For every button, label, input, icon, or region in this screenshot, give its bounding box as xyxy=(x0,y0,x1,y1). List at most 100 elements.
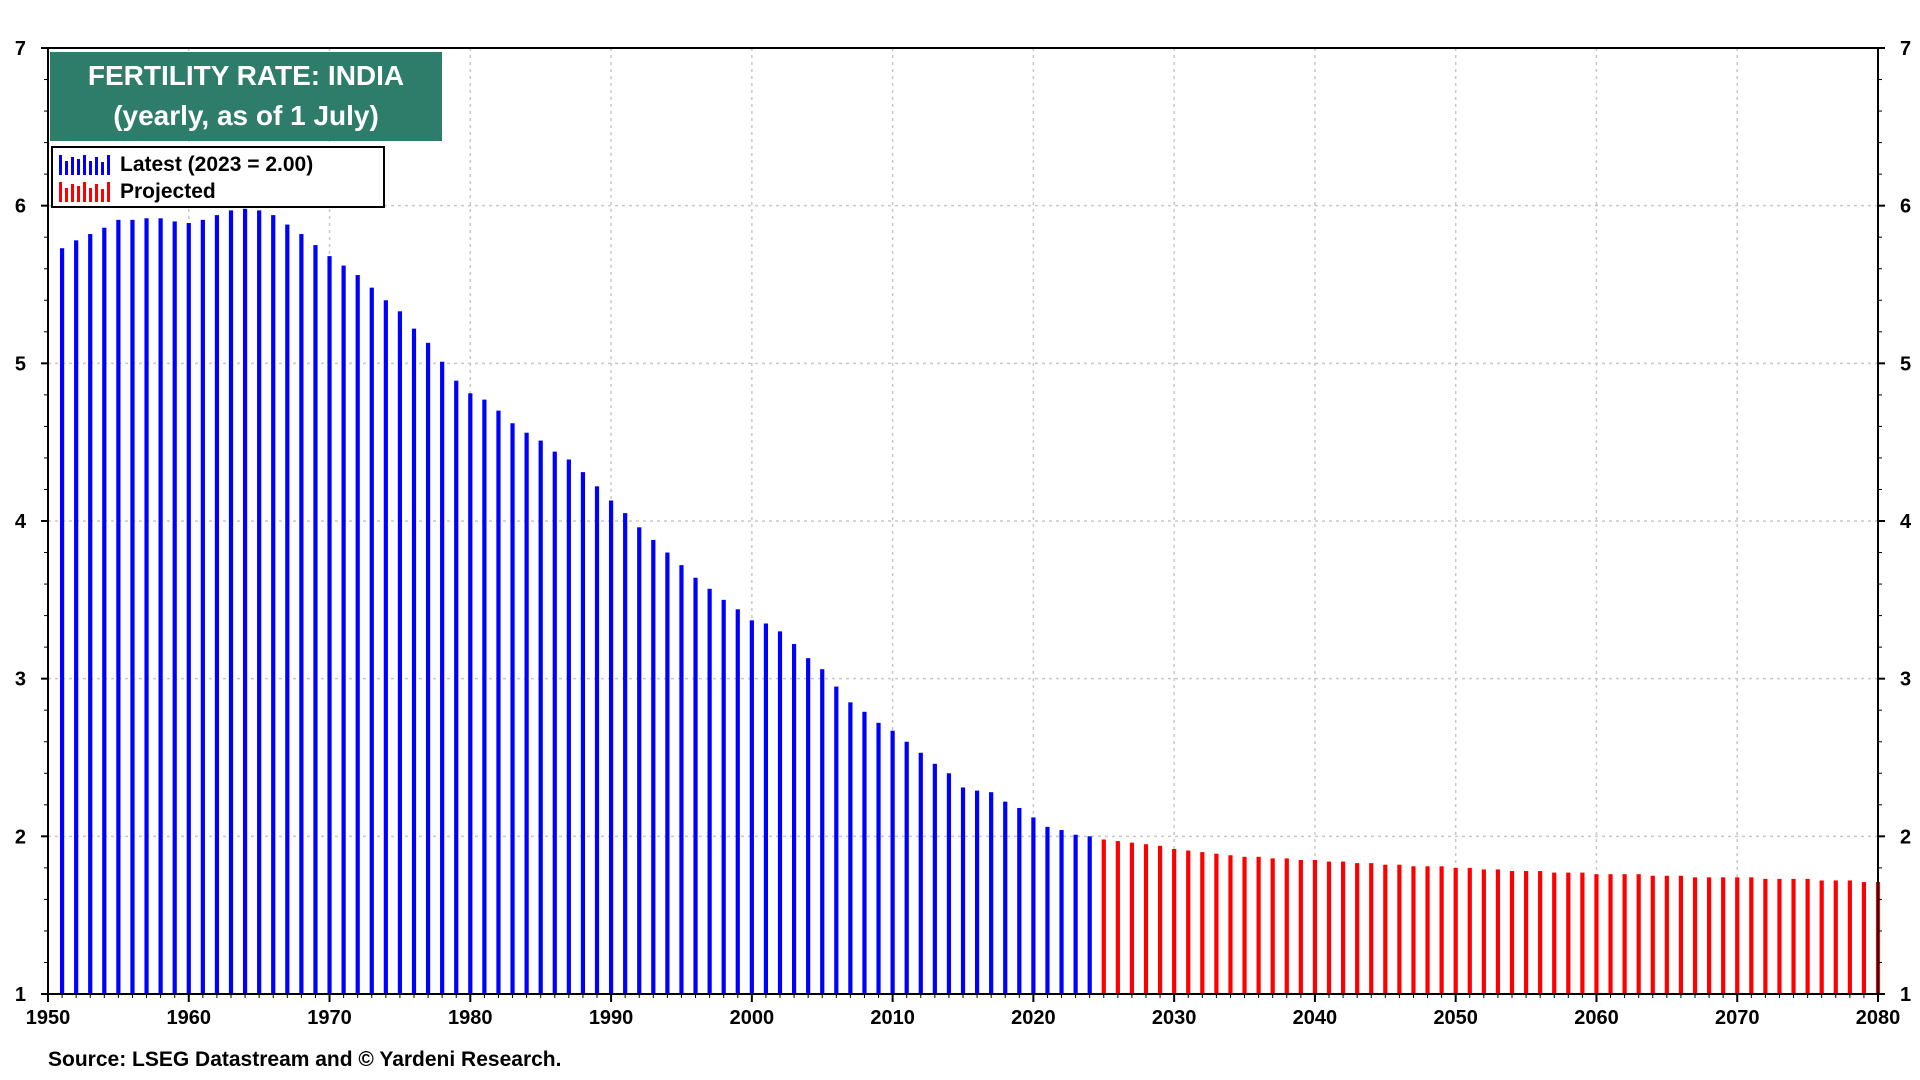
bar-latest xyxy=(214,215,220,995)
axis-ticks xyxy=(41,47,1885,1002)
bar-projected xyxy=(1312,859,1318,994)
bar-latest xyxy=(820,669,825,994)
bar-latest xyxy=(918,752,923,994)
bar-latest xyxy=(341,265,346,995)
bar-projected xyxy=(1763,878,1768,994)
bar-latest xyxy=(454,380,459,995)
bar-projected xyxy=(1749,877,1754,994)
bar-latest xyxy=(369,287,374,994)
bar-projected xyxy=(1369,863,1374,994)
legend-swatch-bar xyxy=(71,184,74,202)
bar-projected xyxy=(1692,877,1698,994)
bar-latest xyxy=(1003,801,1008,994)
legend-swatch-bar xyxy=(101,189,104,202)
bar-projected xyxy=(1355,863,1360,994)
bar-latest xyxy=(665,552,670,994)
bar-projected xyxy=(1833,880,1838,994)
bar-projected xyxy=(1326,861,1332,994)
bar-latest xyxy=(693,577,698,994)
x-tick-label: 1990 xyxy=(589,1007,634,1029)
bar-latest xyxy=(707,588,712,994)
bar-latest xyxy=(960,787,966,994)
bar-projected xyxy=(1650,875,1655,994)
bar-projected xyxy=(1242,856,1247,994)
y-tick-label-right: 1 xyxy=(1900,984,1911,1006)
bar-projected xyxy=(1270,858,1275,994)
bar-latest xyxy=(468,393,473,994)
bar-latest xyxy=(763,623,769,994)
bar-projected xyxy=(1115,841,1120,994)
legend-item-latest: Latest (2023 = 2.00) xyxy=(59,152,313,178)
bar-projected xyxy=(1425,866,1430,994)
source-note: Source: LSEG Datastream and © Yardeni Re… xyxy=(48,1048,562,1071)
bar-projected xyxy=(1101,839,1106,994)
bar-projected xyxy=(1791,878,1796,994)
bar-projected xyxy=(1172,848,1177,994)
bar-latest xyxy=(383,300,388,994)
bar-latest xyxy=(608,500,614,994)
bar-latest xyxy=(482,399,487,994)
x-tick-label: 2060 xyxy=(1574,1007,1619,1029)
bar-latest xyxy=(285,224,290,994)
bar-latest xyxy=(637,527,642,994)
bar-latest xyxy=(186,223,191,994)
bar-latest xyxy=(974,790,980,994)
bar-latest xyxy=(791,643,797,994)
legend-swatch-bar xyxy=(59,182,62,202)
bar-projected xyxy=(1735,877,1740,994)
x-tick-label: 2020 xyxy=(1011,1007,1056,1029)
bar-latest xyxy=(890,730,895,994)
legend-swatch-bar xyxy=(65,161,68,175)
bar-latest xyxy=(848,702,853,994)
y-tick-label-left: 3 xyxy=(15,669,26,691)
bar-latest xyxy=(144,218,149,994)
bar-projected xyxy=(1538,871,1543,994)
x-tick-label: 2000 xyxy=(730,1007,775,1029)
bar-latest xyxy=(946,773,952,994)
bar-latest xyxy=(158,218,163,994)
bar-latest xyxy=(566,459,571,994)
chart-title: FERTILITY RATE: INDIA xyxy=(87,60,405,91)
x-tick-label: 1950 xyxy=(26,1007,71,1029)
legend-swatch-bar xyxy=(83,155,86,175)
bar-projected xyxy=(1467,867,1472,994)
bar-latest xyxy=(355,275,360,994)
bar-latest xyxy=(510,423,515,994)
bar-projected xyxy=(1481,869,1486,994)
bar-projected xyxy=(1678,875,1684,994)
bar-latest xyxy=(989,792,994,994)
bar-latest xyxy=(200,219,205,994)
y-tick-label-left: 6 xyxy=(15,196,26,218)
legend: Latest (2023 = 2.00) Projected xyxy=(51,146,385,208)
legend-swatch-bar xyxy=(95,157,98,175)
bar-latest xyxy=(1059,830,1064,994)
x-tick-label: 2080 xyxy=(1856,1007,1901,1029)
bar-latest xyxy=(242,208,248,994)
legend-label-projected: Projected xyxy=(120,180,216,203)
bar-projected xyxy=(1861,882,1867,994)
bar-projected xyxy=(1439,866,1444,994)
bar-latest xyxy=(552,451,557,994)
bar-projected xyxy=(1636,874,1641,994)
bar-latest xyxy=(102,227,107,995)
bar-latest xyxy=(74,240,79,994)
bar-latest xyxy=(1073,834,1078,994)
legend-swatch-bar xyxy=(101,162,104,175)
bar-latest xyxy=(834,686,839,994)
bar-latest xyxy=(721,599,726,994)
y-tick-label-left: 5 xyxy=(15,353,26,375)
bar-projected xyxy=(1509,871,1515,994)
legend-swatch-bar xyxy=(65,188,68,202)
bar-latest xyxy=(904,741,909,994)
bar-latest xyxy=(932,763,937,994)
bar-latest xyxy=(397,311,403,994)
bar-projected xyxy=(1805,878,1810,994)
bar-latest xyxy=(228,210,234,994)
legend-swatch-bar xyxy=(59,155,62,175)
bar-latest xyxy=(313,245,318,995)
y-tick-label-right: 5 xyxy=(1900,353,1911,375)
x-tick-label: 2070 xyxy=(1715,1007,1760,1029)
bar-latest xyxy=(59,248,65,994)
bar-projected xyxy=(1664,875,1669,994)
